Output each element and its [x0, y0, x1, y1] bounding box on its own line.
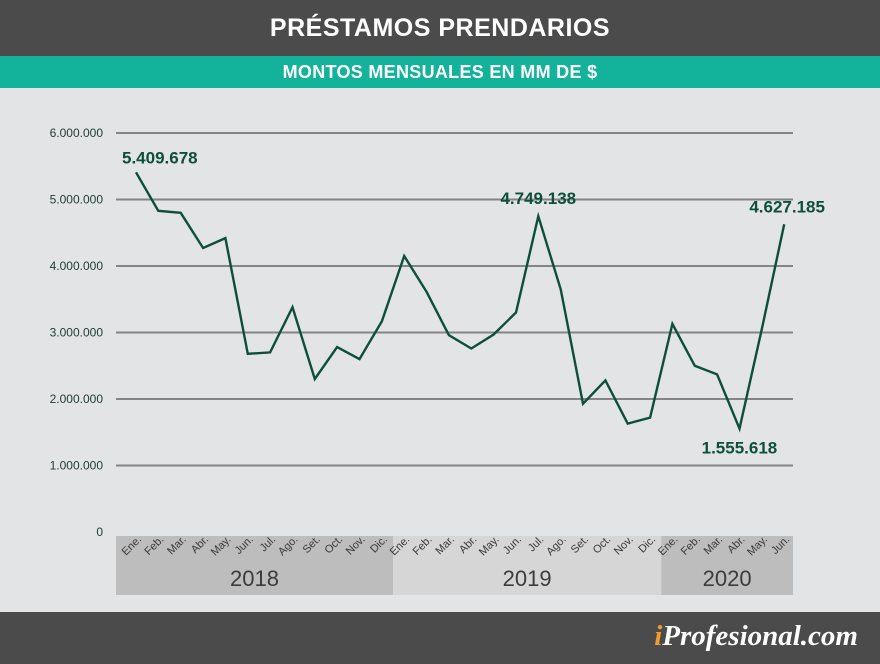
year-band: [661, 536, 793, 595]
brand-name: Profesional.com: [662, 620, 858, 652]
brand-initial: i: [654, 620, 663, 652]
line-chart: 2018 2019 2020 0 1.000.000 2.000.000 3.000.000…: [50, 126, 825, 595]
year-band: [393, 536, 662, 595]
chart-area: 2018 2019 2020 0 1.000.000 2.000.000 3.000.000…: [0, 88, 880, 612]
year-label: 2019: [503, 566, 552, 591]
y-tick-label: 2.000.000: [50, 392, 104, 406]
footer-bar: iProfesional.com: [0, 612, 880, 664]
y-tick-label: 0: [96, 525, 103, 539]
year-label: 2020: [703, 566, 752, 591]
brand-logo: iProfesional.com: [654, 620, 858, 653]
y-tick-label: 5.000.000: [50, 193, 104, 207]
y-tick-label: 6.000.000: [50, 126, 104, 140]
data-label: 5.409.678: [122, 148, 198, 167]
year-label: 2018: [230, 566, 279, 591]
y-tick-label: 1.000.000: [50, 459, 104, 473]
series-line: [134, 171, 786, 433]
data-label: 1.555.618: [702, 439, 778, 458]
chart-subtitle: MONTOS MENSUALES EN MM DE $: [0, 56, 880, 88]
data-label: 4.627.185: [749, 197, 825, 216]
chart-title: PRÉSTAMOS PRENDARIOS: [0, 0, 880, 56]
data-label: 4.749.138: [500, 189, 576, 208]
y-tick-label: 4.000.000: [50, 259, 104, 273]
y-tick-label: 3.000.000: [50, 326, 104, 340]
year-band: [116, 536, 394, 595]
